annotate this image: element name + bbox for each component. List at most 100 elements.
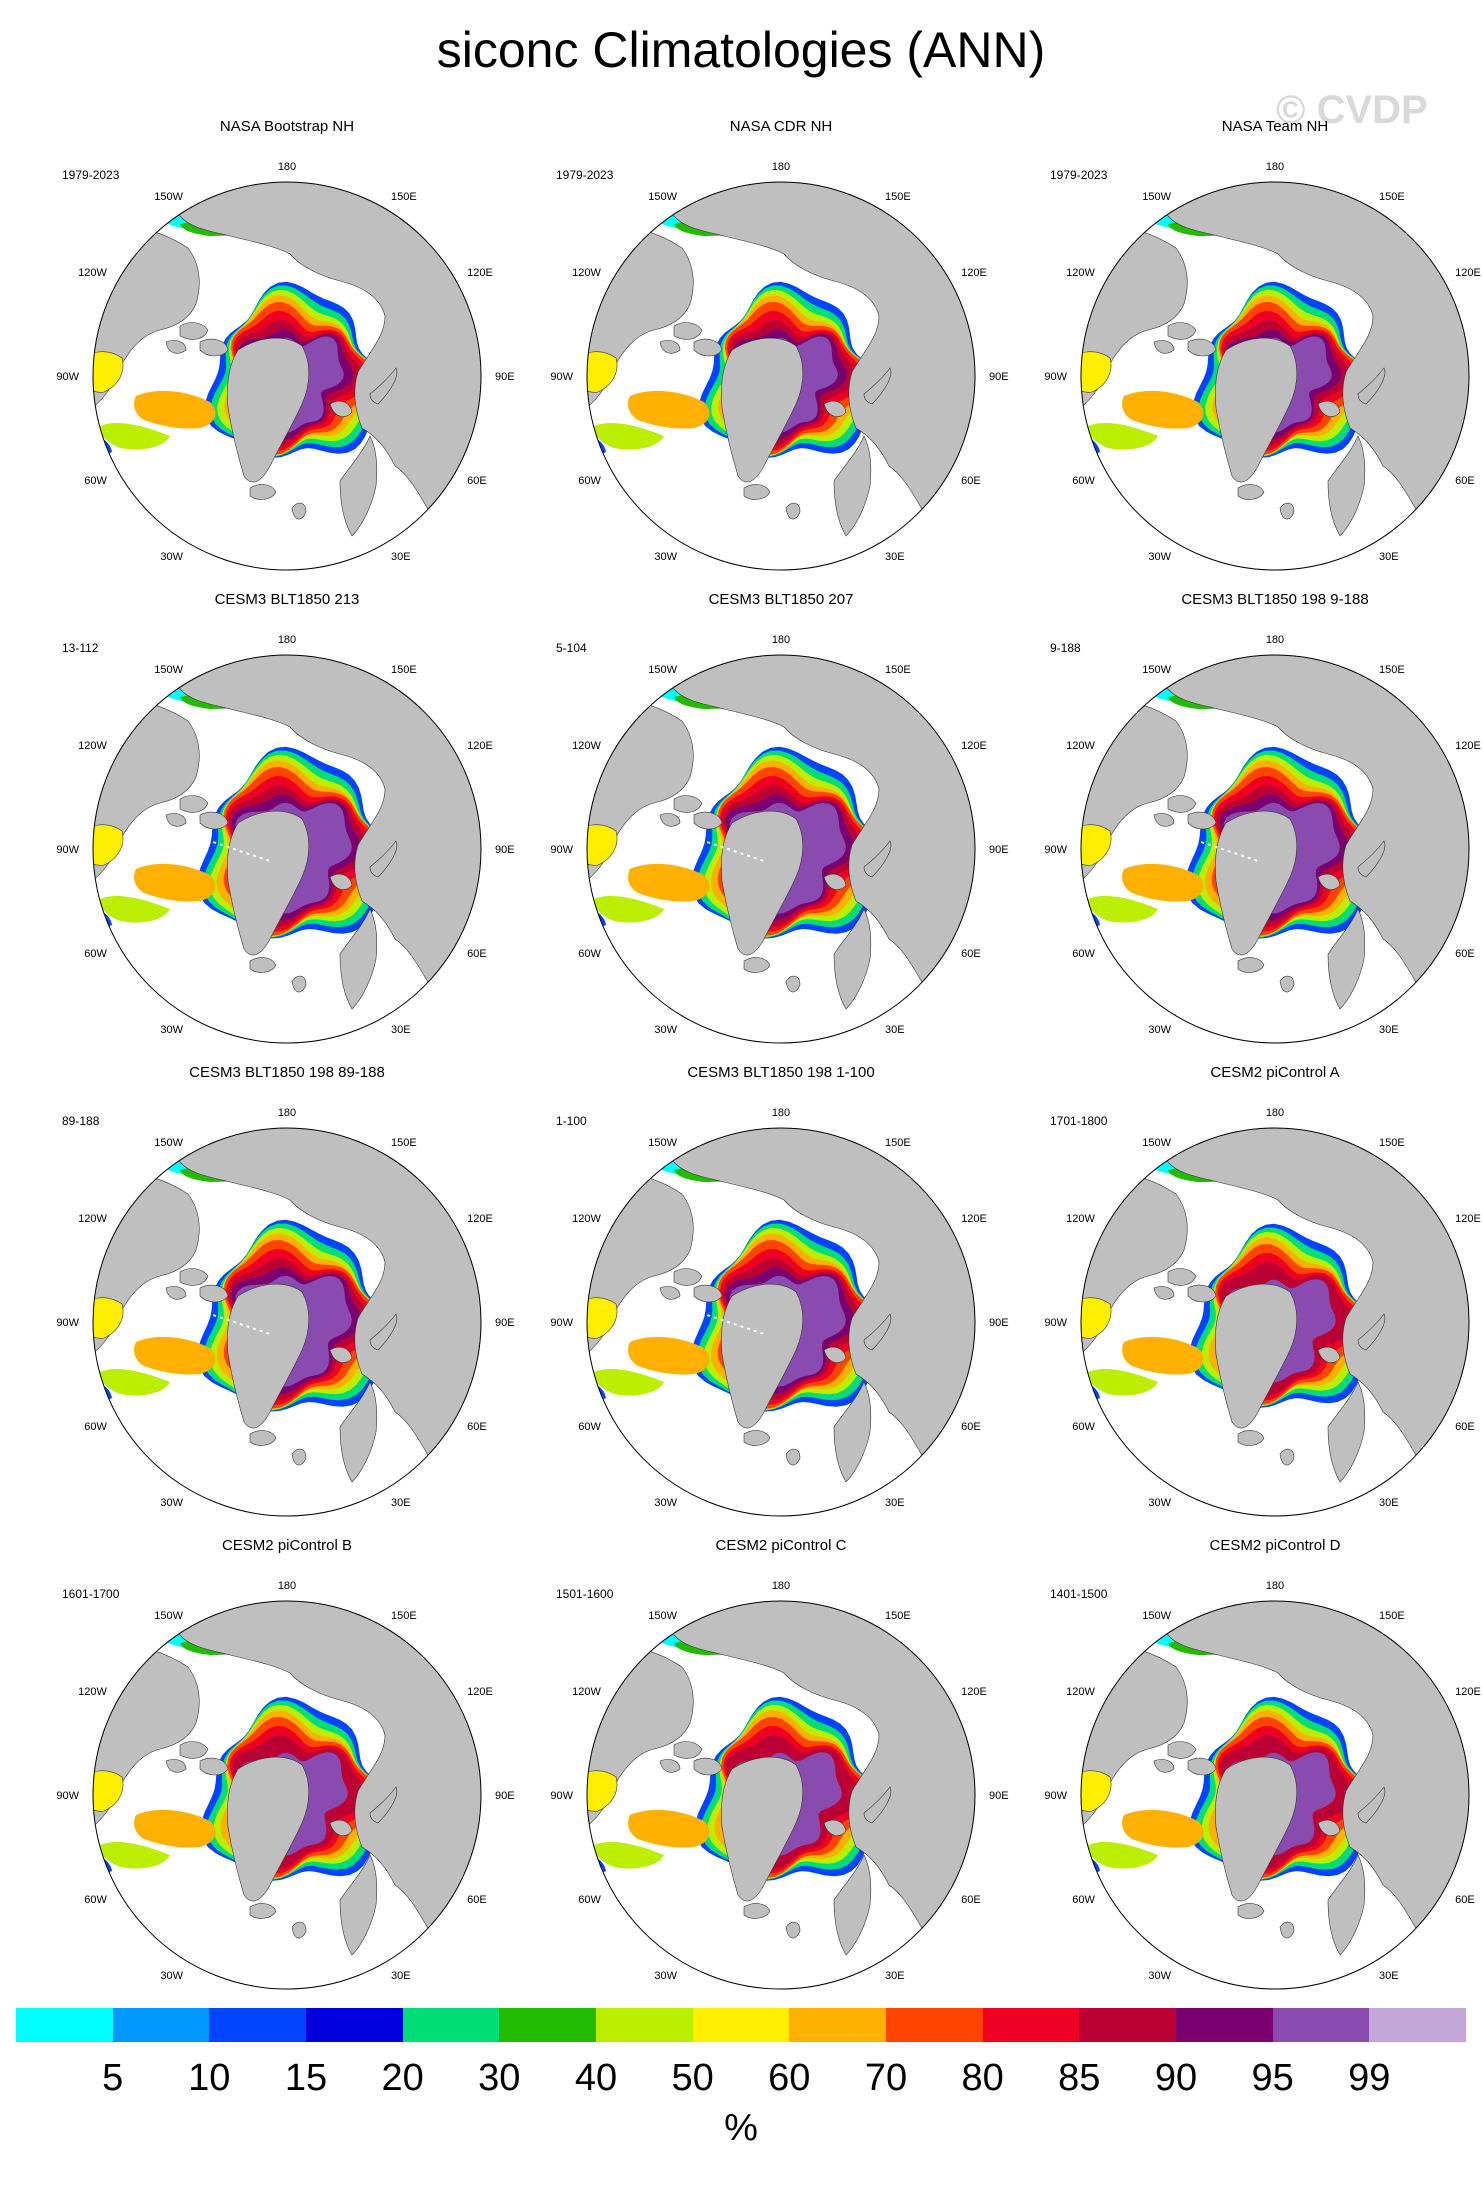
baffin-bay-ice	[628, 1336, 710, 1375]
figure-title: siconc Climatologies (ANN)	[436, 22, 1046, 78]
labrador-sea-ice	[99, 1842, 170, 1869]
grid-seam-line	[179, 830, 271, 862]
panel-title: CESM2 piControl B	[221, 1537, 353, 1554]
longitude-label: 90W	[1044, 844, 1067, 856]
longitude-label: 150E	[391, 191, 417, 203]
map-panel: CESM2 piControl C 1501-1600 180 150E 120E 90E…	[534, 1537, 1028, 2007]
panel-title: CESM2 piControl C	[715, 1537, 847, 1554]
longitude-label: 150W	[154, 1610, 183, 1622]
longitude-label: 150E	[1379, 1137, 1405, 1149]
grid-seam-line	[1167, 830, 1259, 862]
colorbar-box	[209, 2008, 307, 2042]
longitude-label: 90E	[989, 371, 1009, 383]
longitude-label: 150W	[154, 1137, 183, 1149]
longitude-label: 120E	[961, 1213, 987, 1225]
longitude-label: 180	[772, 1580, 790, 1592]
polar-stereographic-map: 180150E120E90E60E30E030W60W90W120W150W	[1044, 1580, 1481, 1990]
colorbar-box	[306, 2008, 403, 2042]
longitude-label: 30W	[654, 1970, 677, 1982]
colorbar-box	[402, 2008, 500, 2042]
land-mask	[1081, 1601, 1469, 1956]
polar-stereographic-map: 180150E120E90E60E30E030W60W90W120W150W	[550, 1107, 1009, 1517]
panel-title: CESM3 BLT1850 213	[214, 591, 360, 608]
longitude-label: 60E	[961, 475, 981, 487]
labrador-sea-ice	[593, 423, 664, 450]
longitude-label: 30E	[885, 551, 905, 563]
baffin-bay-ice	[134, 390, 216, 429]
longitude-label: 30W	[1148, 1497, 1171, 1509]
land-mask	[587, 1601, 975, 1956]
polar-stereographic-map: 180150E120E90E60E30E030W60W90W120W150W	[56, 634, 515, 1044]
panel-title: NASA CDR NH	[729, 118, 833, 135]
longitude-label: 120E	[467, 1213, 493, 1225]
longitude-label: 120W	[1066, 1686, 1095, 1698]
colorbar-box	[886, 2008, 983, 2042]
longitude-label: 180	[278, 161, 296, 173]
map-boundary	[92, 181, 482, 571]
map-panel: CESM2 piControl B 1601-1700 180 150E 120E 90E…	[40, 1537, 534, 2007]
longitude-label: 90E	[989, 844, 1009, 856]
longitude-label: 60E	[467, 1421, 487, 1433]
longitude-label: 150W	[1142, 1610, 1171, 1622]
colorbar-tick-label: 5	[102, 2057, 124, 2099]
longitude-label: 120W	[78, 1686, 107, 1698]
baffin-bay-ice	[1122, 863, 1204, 902]
colorbar-tick-label: 85	[1058, 2057, 1101, 2099]
colorbar-tick-label: 40	[574, 2057, 618, 2099]
colorbar-box	[499, 2008, 597, 2042]
longitude-label: 150W	[648, 191, 677, 203]
longitude-label: 60W	[578, 948, 601, 960]
hudson-bay	[587, 1297, 618, 1339]
longitude-label: 150E	[391, 664, 417, 676]
longitude-label: 90W	[56, 1317, 79, 1329]
longitude-label: 30W	[1148, 1024, 1171, 1036]
hudson-bay	[1081, 824, 1112, 866]
map-panel: CESM2 piControl A1701-1800180150E120E90E…	[1028, 1064, 1482, 1534]
longitude-label: 120E	[961, 740, 987, 752]
longitude-label: 150W	[648, 664, 677, 676]
longitude-label: 90W	[550, 1790, 573, 1802]
longitude-label: 30W	[654, 551, 677, 563]
longitude-label: 180	[1266, 1107, 1284, 1119]
longitude-label: 180	[278, 634, 296, 646]
longitude-label: 60E	[1455, 1894, 1475, 1906]
panel-years: 1601-1700	[62, 1587, 120, 1601]
longitude-label: 150W	[1142, 191, 1171, 203]
panel-years: 1979-2023	[1050, 168, 1108, 182]
longitude-label: 180	[772, 161, 790, 173]
map-panel: CESM3 BLT1850 213 13-112 180 150E 120E 90E 60E…	[40, 591, 534, 1061]
longitude-label: 180	[278, 1580, 296, 1592]
longitude-label: 60W	[578, 1421, 601, 1433]
longitude-label: 150W	[648, 1610, 677, 1622]
longitude-label: 60E	[961, 1421, 981, 1433]
longitude-label: 90W	[1044, 371, 1067, 383]
labrador-sea-ice	[99, 423, 170, 450]
longitude-label: 30W	[1148, 1970, 1171, 1982]
longitude-label: 30W	[654, 1497, 677, 1509]
longitude-label: 150W	[648, 1137, 677, 1149]
panel-years: 1401-1500	[1050, 1587, 1108, 1601]
map-panel-grid: NASA Bootstrap NH 1979-2023 180 150E 120E 90E…	[40, 118, 1482, 1990]
longitude-label: 90E	[989, 1317, 1009, 1329]
hudson-bay	[93, 824, 124, 866]
longitude-label: 120W	[572, 1213, 601, 1225]
longitude-label: 120E	[467, 267, 493, 279]
colorbar-box	[982, 2008, 1080, 2042]
longitude-label: 180	[278, 1107, 296, 1119]
longitude-label: 120W	[1066, 267, 1095, 279]
longitude-label: 150E	[391, 1137, 417, 1149]
longitude-label: 150E	[885, 1137, 911, 1149]
colorbar-tick-label: 60	[768, 2057, 811, 2099]
longitude-label: 120W	[78, 1213, 107, 1225]
longitude-label: 60E	[467, 1894, 487, 1906]
longitude-label: 60E	[467, 475, 487, 487]
colorbar-box	[1079, 2008, 1177, 2042]
panel-years: 13-112	[62, 641, 99, 655]
longitude-label: 30E	[1379, 1497, 1399, 1509]
longitude-label: 60W	[1072, 948, 1095, 960]
longitude-label: 60E	[1455, 948, 1475, 960]
longitude-label: 150W	[154, 191, 183, 203]
map-boundary	[92, 1600, 482, 1990]
longitude-label: 60E	[467, 948, 487, 960]
colorbar-tick-label: 15	[284, 2057, 328, 2099]
